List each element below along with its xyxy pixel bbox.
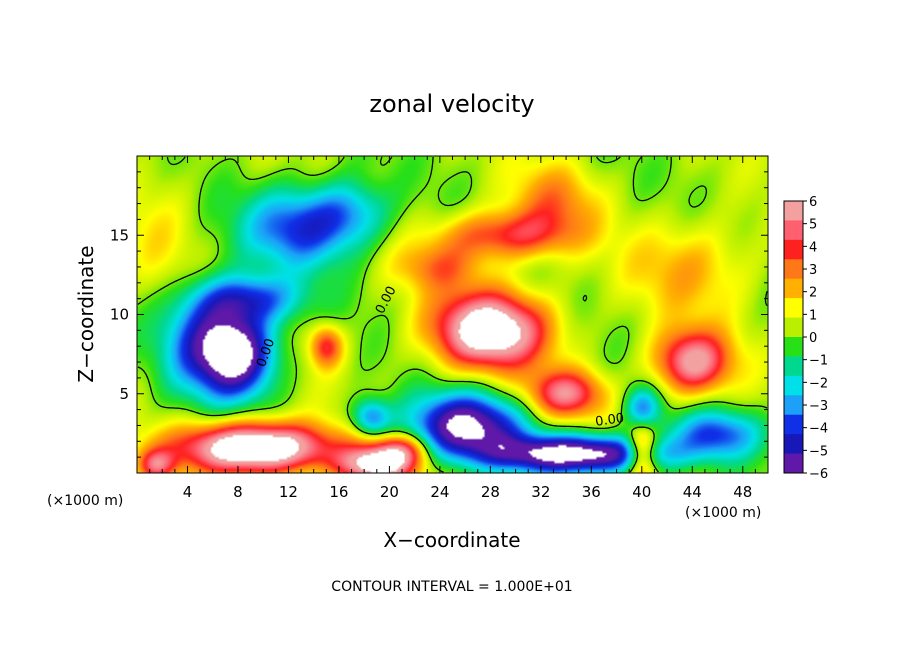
x-tick-label: 32 (531, 483, 550, 501)
colorbar-tick-label: −3 (809, 399, 828, 414)
y-tick-label: 15 (110, 226, 129, 244)
colorbar-tick-label: −6 (809, 467, 828, 482)
colorbar-swatch (784, 239, 803, 260)
x-tick-label: 4 (183, 483, 193, 501)
colorbar-swatch (784, 395, 803, 416)
y-tick-label: 10 (110, 306, 129, 324)
y-axis: 5 10 15 (110, 171, 768, 458)
colorbar-tick-label: −1 (809, 354, 828, 369)
colorbar-swatch (784, 356, 803, 377)
colorbar-tick-label: 5 (809, 218, 817, 233)
colorbar-swatch (784, 201, 803, 221)
chart-title: zonal velocity (369, 90, 534, 118)
colorbar-swatch (784, 317, 803, 338)
contour-line (137, 156, 768, 473)
x-tick-label: 40 (632, 483, 651, 501)
colorbar-swatch (784, 220, 803, 241)
colorbar-tick-label: 6 (809, 195, 817, 210)
x-unit-left: (×1000 m) (47, 493, 123, 509)
colorbar-tick-label: −4 (809, 422, 828, 437)
colorbar-tick-label: 0 (809, 331, 817, 346)
colorbar-tick-label: 3 (809, 263, 817, 278)
y-tick-label: 5 (119, 385, 129, 403)
colorbar-swatch (784, 278, 803, 299)
colorbar-swatch (784, 337, 803, 357)
heatmap-field (137, 156, 768, 473)
colorbar-tick-label: 1 (809, 308, 817, 323)
x-tick-label: 28 (481, 483, 500, 501)
contour-interval-note: CONTOUR INTERVAL = 1.000E+01 (331, 579, 572, 595)
colorbar-swatch (784, 375, 803, 396)
colorbar-swatch (784, 298, 803, 319)
x-tick-label: 16 (329, 483, 348, 501)
x-tick-label: 12 (279, 483, 298, 501)
colorbar-tick-label: −2 (809, 376, 828, 391)
x-tick-label: 8 (233, 483, 243, 501)
y-axis-label: Z−coordinate (74, 245, 98, 382)
colorbar-swatch (784, 434, 803, 455)
x-axis-label: X−coordinate (383, 528, 520, 552)
colorbar-swatch (784, 414, 803, 435)
x-tick-label: 36 (582, 483, 601, 501)
colorbar-swatch (784, 259, 803, 280)
x-tick-label: 48 (733, 483, 752, 501)
colorbar: 6 5 4 3 2 1 0 −1 −2 −3 −4 −5 −6 (783, 195, 828, 482)
colorbar-tick-label: −5 (809, 444, 828, 459)
colorbar-tick-label: 2 (809, 286, 817, 301)
x-tick-label: 24 (430, 483, 449, 501)
colorbar-swatch (784, 453, 803, 474)
x-tick-label: 44 (683, 483, 702, 501)
colorbar-tick-label: 4 (809, 240, 817, 255)
x-axis: 4 8 12 16 20 24 28 32 36 40 44 48 (149, 156, 756, 501)
x-tick-label: 20 (380, 483, 399, 501)
x-unit-right: (×1000 m) (685, 505, 761, 521)
contour-label: 0.00 (594, 411, 625, 430)
